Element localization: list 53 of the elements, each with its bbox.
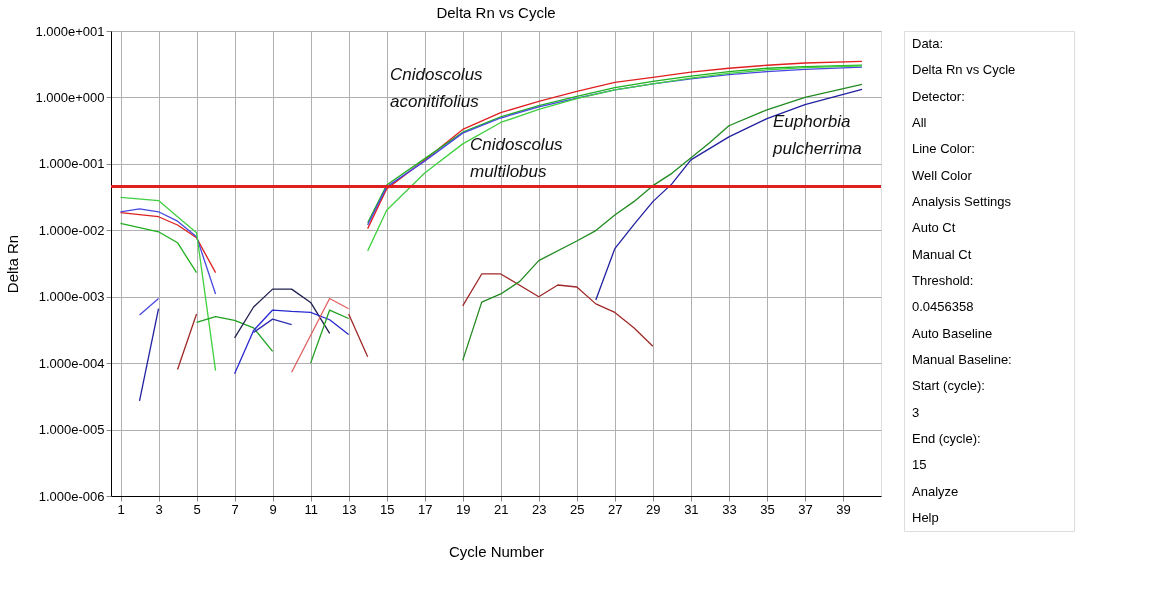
x-tick-label: 37 [798,501,813,517]
x-axis-title: Cycle Number [448,542,545,560]
x-tick-label: 7 [231,501,239,517]
text: All [912,115,927,131]
text: Manual Baseline: [912,351,1012,367]
y-tick-label: 1.000e-002 [38,222,105,238]
text: Threshold: [912,273,974,288]
y-tick-label: 1.000e+000 [35,89,105,105]
x-tick-label: 9 [269,501,277,517]
text: Start (cycle): [912,378,985,394]
text: Help [912,509,939,525]
x-tick-label: 39 [836,501,851,517]
y-tick-label: 1.000e-005 [38,422,105,438]
x-tick-label: 13 [341,501,357,517]
x-tick-label: 25 [570,501,585,517]
text: Auto Ct [912,220,956,236]
x-tick-label: 31 [684,501,699,517]
text: 3 [912,404,920,420]
text: Delta Rn vs Cycle [912,62,1016,78]
annotation: Cnidoscolus aconitifolius [390,65,484,111]
text: 0.0456358 [912,299,974,315]
y-tick-label: 1.000e-004 [38,355,105,371]
text: Analyze [912,483,959,499]
x-tick-label: 27 [608,501,623,517]
y-axis-title: Delta Rn [4,234,22,294]
chart-title: Delta Rn vs Cycle [436,4,556,21]
y-tick-label: 1.000e-006 [38,488,105,504]
annotation: Cnidoscolus multilobus [470,135,564,181]
x-tick-label: 35 [760,501,775,517]
x-tick-label: 19 [455,501,471,517]
x-tick-label: 11 [304,501,318,517]
text: Well Color [912,167,973,183]
y-tick-label: 1.000e-003 [38,289,105,305]
x-tick-label: 23 [532,501,547,517]
text: Auto Baseline [912,325,993,341]
x-tick-label: 33 [722,501,737,517]
x-tick-label: 3 [155,501,163,517]
x-tick-label: 17 [417,501,433,517]
text: Manual Ct [912,246,972,262]
text: End (cycle): [912,430,981,446]
x-tick-label: 21 [494,501,509,517]
text: 15 [912,457,927,473]
x-tick-label: 15 [379,501,395,517]
y-tick-label: 1.000e-001 [38,156,105,172]
x-tick-label: 5 [193,501,201,517]
text: Line Color: [912,141,975,157]
y-tick-label: 1.000e+001 [35,23,105,39]
annotation: Euphorbia pulcherrima [772,112,862,158]
text: Detector: [912,88,965,104]
text: Analysis Settings [912,194,1012,210]
x-tick-label: 1 [117,501,125,517]
text: Data: [912,36,944,52]
x-tick-label: 29 [646,501,661,517]
